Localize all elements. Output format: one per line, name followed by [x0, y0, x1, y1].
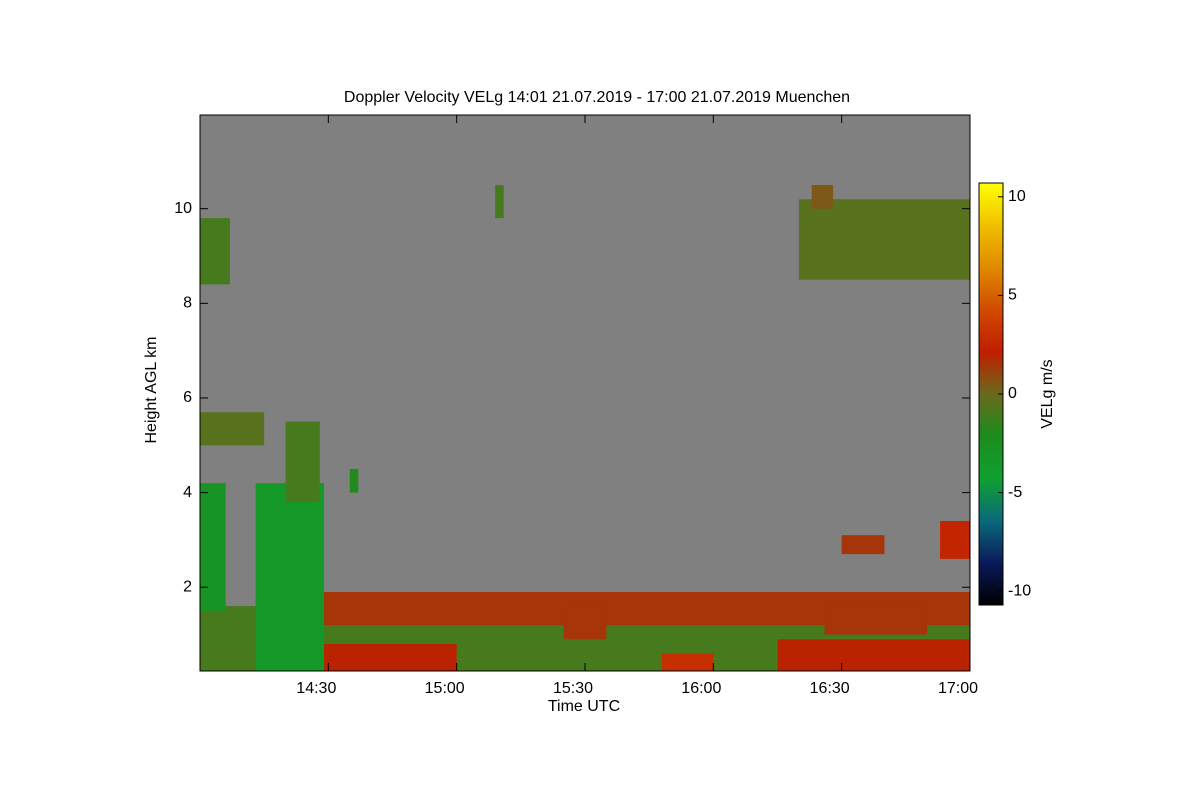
echo-patch	[349, 468, 359, 493]
x-tick-label: 16:00	[681, 680, 721, 697]
x-axis-label: Time UTC	[548, 698, 620, 715]
colorbar-label: VELg m/s	[1039, 359, 1056, 428]
echo-patch	[811, 185, 834, 209]
echo-patch	[841, 535, 885, 555]
echo-patch	[563, 606, 607, 640]
colorbar-tick-label: -5	[1008, 484, 1022, 501]
y-tick-label: 8	[183, 295, 192, 312]
colorbar-tick-label: 10	[1008, 188, 1026, 205]
echo-patch	[662, 653, 714, 671]
echo-patch	[200, 483, 226, 611]
y-tick-label: 6	[183, 389, 192, 406]
x-tick-label: 14:30	[296, 680, 336, 697]
colorbar-tick-label: 5	[1008, 287, 1017, 304]
colorbar-tick-label: 0	[1008, 385, 1017, 402]
y-tick-label: 4	[183, 484, 192, 501]
echo-patch	[285, 421, 320, 503]
colorbar-tick-label: -10	[1008, 582, 1031, 599]
y-tick-label: 10	[174, 200, 192, 217]
echo-patch	[798, 199, 970, 280]
echo-patch	[495, 185, 504, 219]
echo-patch	[319, 644, 457, 671]
echo-patch	[200, 412, 265, 446]
echo-patch	[824, 601, 928, 635]
x-tick-label: 15:00	[425, 680, 465, 697]
echo-patch	[777, 639, 970, 671]
y-axis-label: Height AGL km	[143, 336, 160, 443]
echo-patch	[200, 218, 230, 285]
chart-title: Doppler Velocity VELg 14:01 21.07.2019 -…	[344, 89, 850, 106]
y-tick-label: 2	[183, 578, 192, 595]
x-tick-label: 16:30	[810, 680, 850, 697]
x-tick-label: 17:00	[938, 680, 978, 697]
echo-patch	[255, 483, 325, 671]
x-tick-label: 15:30	[553, 680, 593, 697]
echo-patch	[940, 520, 970, 559]
patches	[200, 185, 970, 671]
